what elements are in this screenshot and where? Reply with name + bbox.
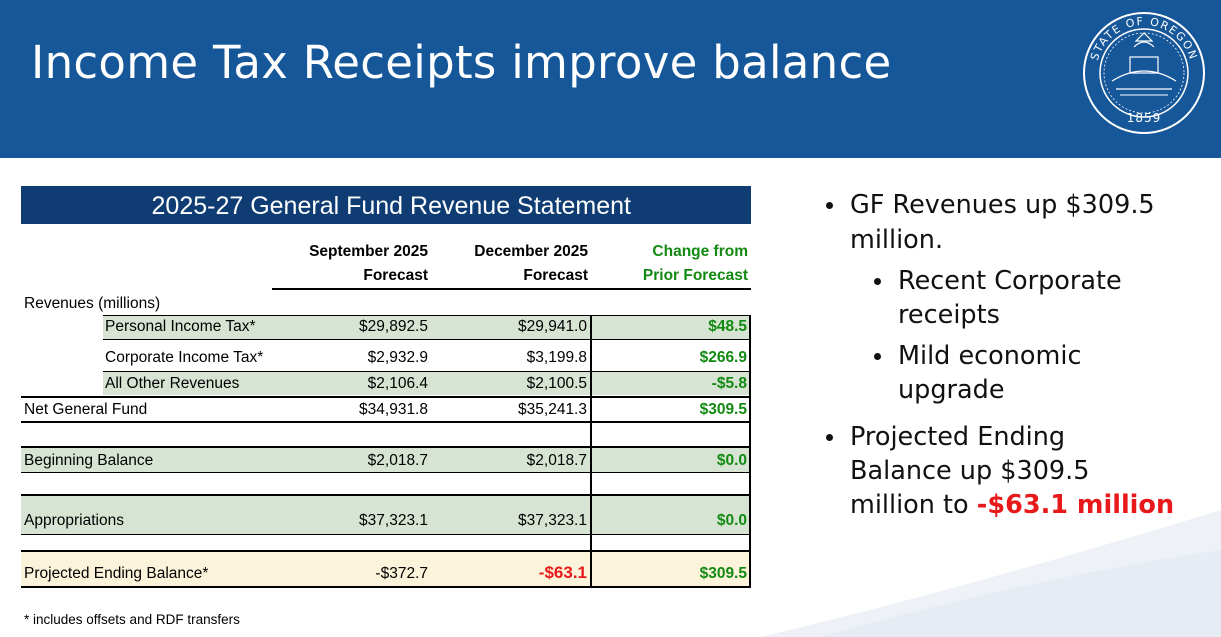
sub-bullet-1-line1: Recent Corporate xyxy=(898,266,1122,296)
oregon-seal-icon: 1859 STATE OF OREGON xyxy=(1083,12,1205,134)
header-band xyxy=(0,0,1221,158)
band-personal-income-tax xyxy=(103,316,592,339)
rule-11 xyxy=(21,586,751,588)
row-change-value: $309.5 xyxy=(699,565,747,582)
rule-5 xyxy=(21,421,751,423)
sub-bullet-1-line2: receipts xyxy=(898,300,1000,330)
slide-title: Income Tax Receipts improve balance xyxy=(31,36,892,89)
bullet-dot xyxy=(874,353,881,360)
row-sep-value: $2,106.4 xyxy=(367,375,428,392)
bullet-1-line2: million. xyxy=(850,225,944,255)
bullet-dot xyxy=(826,434,833,441)
row-label: Appropriations xyxy=(24,512,124,529)
row-sep-value: $29,892.5 xyxy=(359,318,428,335)
seal-ring-text: STATE OF OREGON xyxy=(1088,15,1199,62)
vrule-left xyxy=(590,315,592,588)
rule-4 xyxy=(21,396,751,398)
row-sep-value: $37,323.1 xyxy=(359,512,428,529)
row-change-value: $48.5 xyxy=(708,318,747,335)
header-dec-line1: December 2025 xyxy=(474,243,588,260)
svg-text:STATE OF OREGON: STATE OF OREGON xyxy=(1088,15,1200,62)
row-dec-value: $2,018.7 xyxy=(526,452,587,469)
header-sep-line1: September 2025 xyxy=(309,243,428,260)
row-dec-value: $37,323.1 xyxy=(518,512,587,529)
row-sep-value: $2,932.9 xyxy=(367,349,428,366)
row-change-value: $266.9 xyxy=(699,349,747,366)
bullet-1-line1: GF Revenues up $309.5 xyxy=(850,190,1155,220)
row-dec-value: $3,199.8 xyxy=(526,349,587,366)
row-change-value: $0.0 xyxy=(716,512,747,529)
rule-9 xyxy=(21,534,751,535)
bullet-2-line3: million to -$63.1 million xyxy=(850,488,1174,522)
rule-8 xyxy=(21,494,751,496)
band-change-3 xyxy=(592,372,751,395)
ending-balance-highlight: -$63.1 million xyxy=(976,490,1175,520)
rule-7 xyxy=(21,472,751,473)
table-title-bar xyxy=(21,186,751,224)
rule-1 xyxy=(103,315,751,316)
row-dec-value: $35,241.3 xyxy=(518,401,587,418)
table-title: 2025-27 General Fund Revenue Statement xyxy=(151,192,631,220)
header-dec-line2: Forecast xyxy=(523,267,588,284)
row-dec-value: $29,941.0 xyxy=(518,318,587,335)
row-sep-value: $2,018.7 xyxy=(367,452,428,469)
band-change-7 xyxy=(592,552,751,586)
rule-6 xyxy=(21,446,751,448)
bullet-2-line1: Projected Ending xyxy=(850,422,1066,452)
row-dec-value: $2,100.5 xyxy=(526,375,587,392)
band-change-1 xyxy=(592,316,751,339)
band-projected-ending xyxy=(21,552,592,586)
row-label: Beginning Balance xyxy=(24,452,154,469)
sub-bullet-2-line2: upgrade xyxy=(898,375,1005,405)
background-wave xyxy=(760,510,1221,637)
band-all-other-revenues xyxy=(103,372,592,395)
bullet-dot xyxy=(826,202,833,209)
band-beginning-balance xyxy=(21,448,592,472)
rule-3 xyxy=(103,371,751,372)
band-change-6 xyxy=(592,496,751,534)
sub-bullet-2-line1: Mild economic xyxy=(898,341,1082,371)
header-rule xyxy=(272,288,751,290)
band-change-5 xyxy=(592,448,751,472)
bullet-2-line3-prefix: million to xyxy=(850,490,977,520)
vrule-right xyxy=(749,315,751,588)
header-change-line2: Prior Forecast xyxy=(642,267,748,284)
row-change-value: $309.5 xyxy=(699,401,747,418)
row-change-value: -$5.8 xyxy=(711,375,747,392)
row-sep-value: -$372.7 xyxy=(375,565,428,582)
bullet-2-line2: Balance up $309.5 xyxy=(850,456,1090,486)
row-dec-value: -$63.1 xyxy=(538,563,587,582)
seal-year: 1859 xyxy=(1127,111,1162,125)
row-sep-value: $34,931.8 xyxy=(359,401,428,418)
row-change-value: $0.0 xyxy=(716,452,747,469)
row-label: Projected Ending Balance* xyxy=(24,565,209,582)
row-label: All Other Revenues xyxy=(105,375,240,392)
header-change-line1: Change from xyxy=(652,243,748,260)
rule-2 xyxy=(103,339,751,340)
section-label: Revenues (millions) xyxy=(24,295,161,312)
row-label: Personal Income Tax* xyxy=(105,318,256,335)
rule-10 xyxy=(21,550,751,552)
bullet-dot xyxy=(874,278,881,285)
row-label: Corporate Income Tax* xyxy=(105,349,264,366)
row-label: Net General Fund xyxy=(24,401,148,418)
header-sep-line2: Forecast xyxy=(363,267,428,284)
band-appropriations xyxy=(21,496,592,534)
footnote: * includes offsets and RDF transfers xyxy=(24,612,240,627)
